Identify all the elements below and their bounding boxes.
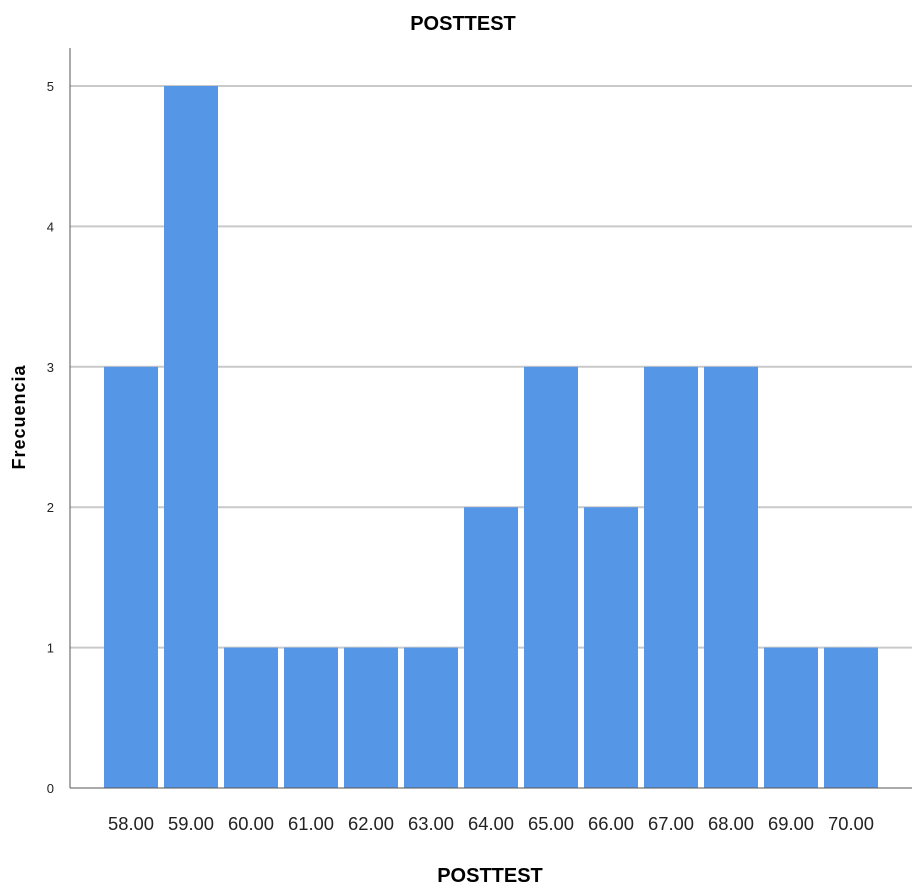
- x-tick-label: 70.00: [828, 814, 874, 834]
- y-tick-label: 5: [47, 79, 54, 94]
- x-tick-label: 65.00: [528, 814, 574, 834]
- x-tick-label: 67.00: [648, 814, 694, 834]
- bar-61-00: [284, 647, 338, 788]
- x-tick-label: 59.00: [168, 814, 214, 834]
- y-axis-label: Frecuencia: [9, 364, 29, 469]
- y-tick-label: 4: [47, 219, 54, 234]
- bar-67-00: [644, 366, 698, 788]
- bar-70-00: [824, 647, 878, 788]
- x-tick-label: 64.00: [468, 814, 514, 834]
- x-tick-label: 58.00: [108, 814, 154, 834]
- axes: [69, 48, 912, 789]
- bar-58-00: [104, 366, 158, 788]
- bar-59-00: [164, 86, 218, 788]
- y-tick-label: 1: [47, 641, 54, 656]
- bars: [104, 86, 878, 788]
- x-tick-label: 61.00: [288, 814, 334, 834]
- x-tick-label: 66.00: [588, 814, 634, 834]
- chart-title: POSTTEST: [410, 13, 516, 35]
- bar-63-00: [404, 647, 458, 788]
- x-tick-label: 69.00: [768, 814, 814, 834]
- x-axis-label: POSTTEST: [437, 865, 543, 887]
- x-tick-labels: 58.00 59.00 60.00 61.00 62.00 63.00 64.00 65.00…: [108, 814, 874, 834]
- bar-64-00: [464, 507, 518, 788]
- bar-65-00: [524, 366, 578, 788]
- bar-69-00: [764, 647, 818, 788]
- x-tick-label: 63.00: [408, 814, 454, 834]
- y-tick-label: 0: [47, 781, 54, 796]
- x-tick-label: 68.00: [708, 814, 754, 834]
- x-tick-label: 62.00: [348, 814, 394, 834]
- bar-68-00: [704, 366, 758, 788]
- bar-66-00: [584, 507, 638, 788]
- bar-62-00: [344, 647, 398, 788]
- y-tick-label: 3: [47, 360, 54, 375]
- bar-60-00: [224, 647, 278, 788]
- x-tick-label: 60.00: [228, 814, 274, 834]
- y-tick-labels: 0 1 2 3 4 5: [47, 79, 54, 796]
- y-tick-label: 2: [47, 500, 54, 515]
